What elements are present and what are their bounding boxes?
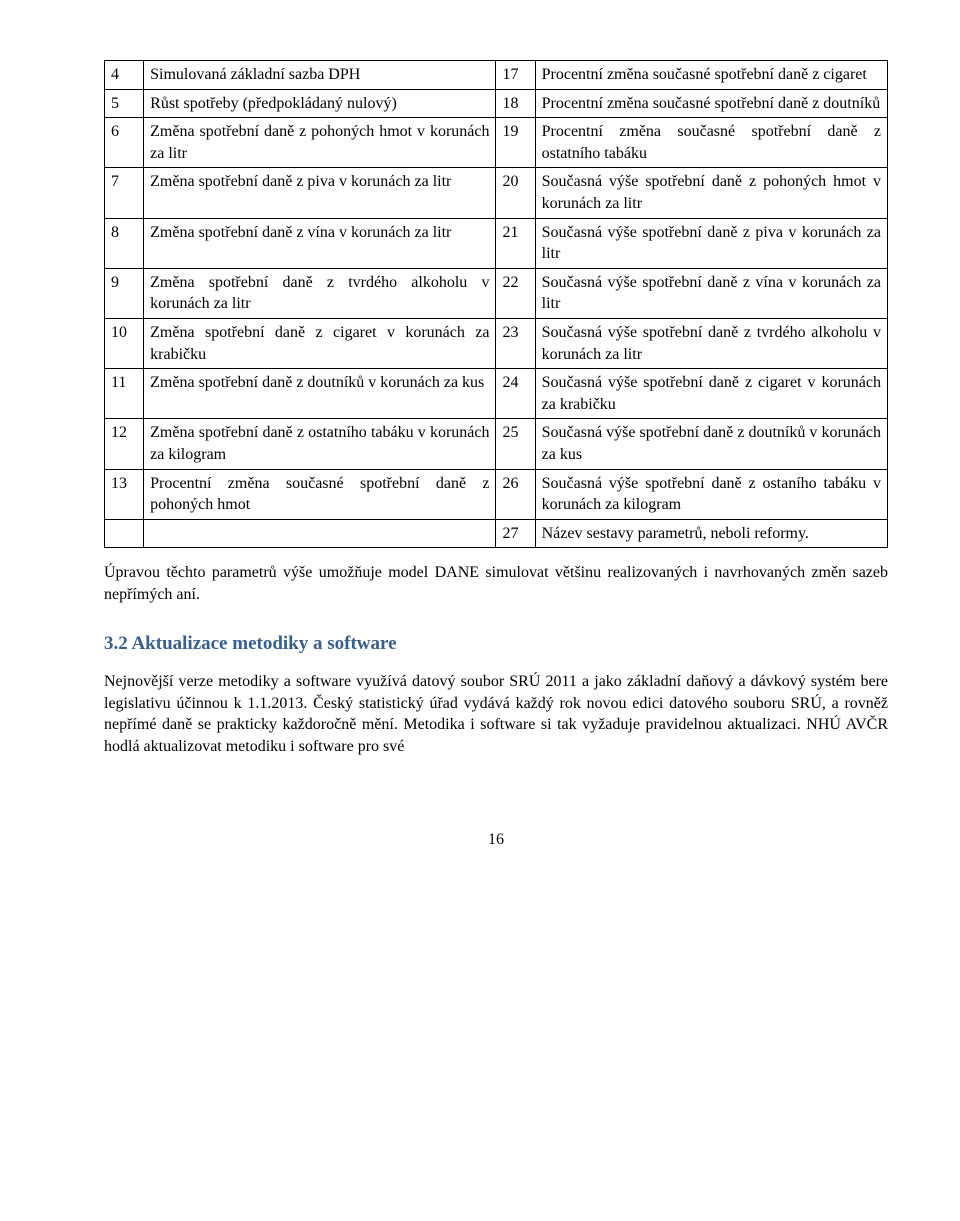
row-text-cell: Současná výše spotřební daně z vína v ko… [535,268,887,318]
row-number-cell: 23 [496,318,535,368]
row-text-cell: Současná výše spotřební daně z doutníků … [535,419,887,469]
row-text-cell: Růst spotřeby (předpokládaný nulový) [144,89,496,118]
row-text-cell [144,519,496,548]
row-number-cell: 22 [496,268,535,318]
row-text-cell: Změna spotřební daně z cigaret v korunác… [144,318,496,368]
table-row: 9Změna spotřební daně z tvrdého alkoholu… [105,268,888,318]
row-text-cell: Procentní změna současné spotřební daně … [535,118,887,168]
row-text-cell: Procentní změna současné spotřební daně … [144,469,496,519]
row-number-cell: 17 [496,61,535,90]
row-number-cell: 9 [105,268,144,318]
row-number-cell: 12 [105,419,144,469]
page-number: 16 [104,829,888,851]
row-text-cell: Změna spotřební daně z ostatního tabáku … [144,419,496,469]
row-number-cell: 13 [105,469,144,519]
row-number-cell: 19 [496,118,535,168]
paragraph-model: Úpravou těchto parametrů výše umožňuje m… [104,562,888,605]
row-text-cell: Změna spotřební daně z tvrdého alkoholu … [144,268,496,318]
row-text-cell: Změna spotřební daně z vína v korunách z… [144,218,496,268]
row-number-cell: 10 [105,318,144,368]
row-number-cell: 24 [496,369,535,419]
row-number-cell: 27 [496,519,535,548]
row-text-cell: Současná výše spotřební daně z cigaret v… [535,369,887,419]
row-number-cell: 5 [105,89,144,118]
row-number-cell: 4 [105,61,144,90]
row-text-cell: Současná výše spotřební daně z pohoných … [535,168,887,218]
row-number-cell: 26 [496,469,535,519]
table-row: 5Růst spotřeby (předpokládaný nulový)18P… [105,89,888,118]
row-text-cell: Procentní změna současné spotřební daně … [535,89,887,118]
table-row: 13Procentní změna současné spotřební dan… [105,469,888,519]
row-text-cell: Změna spotřební daně z doutníků v koruná… [144,369,496,419]
table-row: 6Změna spotřební daně z pohoných hmot v … [105,118,888,168]
row-text-cell: Změna spotřební daně z piva v korunách z… [144,168,496,218]
row-number-cell [105,519,144,548]
table-row: 10Změna spotřební daně z cigaret v korun… [105,318,888,368]
row-number-cell: 11 [105,369,144,419]
table-row: 7Změna spotřební daně z piva v korunách … [105,168,888,218]
row-number-cell: 20 [496,168,535,218]
table-row: 4Simulovaná základní sazba DPH17Procentn… [105,61,888,90]
row-text-cell: Simulovaná základní sazba DPH [144,61,496,90]
row-number-cell: 8 [105,218,144,268]
row-text-cell: Současná výše spotřební daně z tvrdého a… [535,318,887,368]
table-row: 11Změna spotřební daně z doutníků v koru… [105,369,888,419]
row-number-cell: 7 [105,168,144,218]
row-number-cell: 6 [105,118,144,168]
row-text-cell: Název sestavy parametrů, neboli reformy. [535,519,887,548]
row-number-cell: 18 [496,89,535,118]
row-number-cell: 25 [496,419,535,469]
section-heading: 3.2 Aktualizace metodiky a software [104,631,888,657]
table-row: 8Změna spotřební daně z vína v korunách … [105,218,888,268]
row-text-cell: Změna spotřební daně z pohoných hmot v k… [144,118,496,168]
paragraph-update: Nejnovější verze metodiky a software vyu… [104,671,888,757]
table-row: 27Název sestavy parametrů, neboli reform… [105,519,888,548]
row-text-cell: Současná výše spotřební daně z piva v ko… [535,218,887,268]
row-text-cell: Procentní změna současné spotřební daně … [535,61,887,90]
table-row: 12Změna spotřební daně z ostatního tabák… [105,419,888,469]
row-number-cell: 21 [496,218,535,268]
row-text-cell: Současná výše spotřební daně z ostaního … [535,469,887,519]
parameters-table: 4Simulovaná základní sazba DPH17Procentn… [104,60,888,548]
